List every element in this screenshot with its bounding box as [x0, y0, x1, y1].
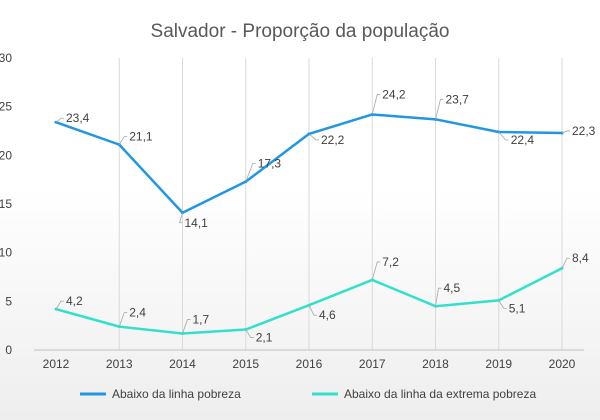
- label-leader-line: [435, 287, 442, 307]
- label-leader-line: [561, 130, 570, 134]
- x-tick-label: 2015: [232, 357, 259, 371]
- legend-entry: Abaixo da linha pobreza: [112, 387, 241, 401]
- data-label: 22,2: [321, 133, 345, 147]
- data-label: 21,1: [129, 130, 153, 144]
- data-label: 7,2: [382, 255, 399, 269]
- data-label: 5,1: [509, 301, 526, 315]
- data-label: 4,6: [319, 308, 336, 322]
- data-label: 4,5: [444, 281, 461, 295]
- label-leader-line: [55, 300, 64, 310]
- x-tick-label: 2014: [169, 357, 196, 371]
- y-tick-label: 20: [0, 148, 12, 162]
- label-leader-line: [561, 257, 570, 269]
- label-leader-line: [245, 163, 256, 182]
- label-leader-line: [308, 305, 317, 316]
- x-tick-label: 2012: [43, 357, 70, 371]
- y-tick-label: 5: [5, 294, 12, 308]
- x-tick-label: 2018: [422, 357, 449, 371]
- y-tick-label: 15: [0, 197, 12, 211]
- label-leader-line: [435, 98, 444, 120]
- data-label: 1,7: [193, 312, 210, 326]
- x-tick-label: 2016: [296, 357, 323, 371]
- x-tick-label: 2013: [106, 357, 133, 371]
- x-tick-label: 2017: [359, 357, 386, 371]
- legend: Abaixo da linha pobreza Abaixo da linha d…: [80, 387, 536, 401]
- data-label: 17,3: [258, 157, 282, 171]
- axes: 2012 2013 2014 2015 2016 2017 2018 2019 20200510…: [0, 51, 584, 371]
- label-leader-line: [371, 94, 381, 115]
- data-label: 24,2: [382, 87, 406, 101]
- data-label: 14,1: [185, 216, 209, 230]
- y-tick-label: 0: [5, 343, 12, 357]
- data-label: 2,1: [256, 331, 273, 345]
- gridlines: [118, 58, 563, 350]
- label-leader-line: [118, 312, 128, 327]
- label-leader-line: [55, 117, 64, 123]
- y-tick-label: 25: [0, 100, 12, 114]
- data-label: 8,4: [572, 251, 589, 265]
- data-label: 23,4: [66, 111, 90, 125]
- label-leader-line: [118, 136, 128, 145]
- data-label: 23,7: [446, 92, 470, 106]
- chart-title: Salvador - Proporção da população: [151, 21, 450, 42]
- y-tick-label: 10: [0, 246, 12, 260]
- legend-entry: Abaixo da linha da extrema pobreza: [344, 387, 536, 401]
- y-tick-label: 30: [0, 51, 12, 65]
- data-label: 2,4: [129, 306, 146, 320]
- label-leader-line: [182, 319, 191, 334]
- label-leader-line: [245, 329, 254, 338]
- x-tick-label: 2020: [549, 357, 576, 371]
- label-leader-line: [178, 212, 183, 224]
- x-tick-label: 2019: [485, 357, 512, 371]
- data-label: 4,2: [66, 294, 83, 308]
- label-leader-line: [308, 133, 319, 141]
- label-leader-line: [498, 131, 509, 141]
- data-labels: 23,4 21,1 14,1 17,3 22,2 24,2 23,7 22,4 22,3 4,2 2…: [55, 87, 596, 345]
- label-leader-line: [371, 261, 381, 281]
- data-label: 22,3: [572, 124, 596, 138]
- label-leader-line: [498, 300, 507, 309]
- data-label: 22,4: [511, 133, 535, 147]
